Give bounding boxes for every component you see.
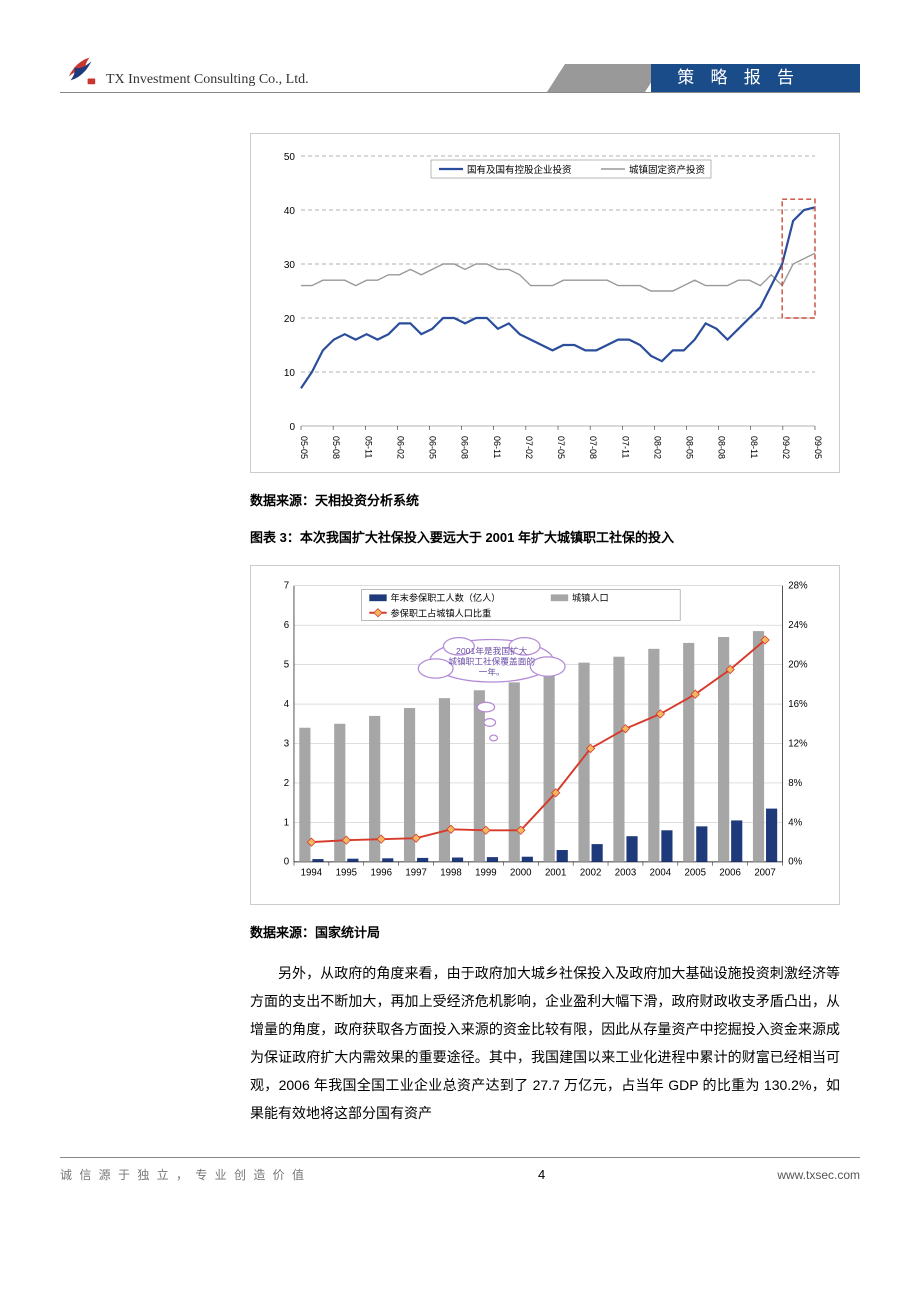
chart-2-caption: 图表 3：本次我国扩大社保投入要远大于 2001 年扩大城镇职工社保的投入 (250, 528, 840, 549)
svg-text:06-11: 06-11 (492, 436, 502, 458)
header-banner: 策 略 报 告 (547, 64, 860, 92)
svg-text:2005: 2005 (685, 867, 706, 878)
svg-text:2: 2 (284, 777, 289, 788)
svg-text:年末参保职工人数（亿人）: 年末参保职工人数（亿人） (391, 592, 501, 603)
svg-text:08-11: 08-11 (749, 436, 759, 458)
svg-text:0: 0 (284, 856, 289, 867)
footer-motto: 诚 信 源 于 独 立 ， 专 业 创 造 价 值 (60, 1166, 306, 1183)
svg-text:2001年是我国扩大: 2001年是我国扩大 (456, 645, 528, 656)
svg-text:08-08: 08-08 (717, 436, 727, 459)
page-header: TX Investment Consulting Co., Ltd. 策 略 报… (60, 50, 860, 93)
svg-text:1998: 1998 (440, 867, 461, 878)
svg-text:1999: 1999 (475, 867, 496, 878)
svg-text:城镇职工社保覆盖面的: 城镇职工社保覆盖面的 (448, 655, 535, 666)
page-number: 4 (538, 1167, 545, 1182)
svg-text:2004: 2004 (650, 867, 672, 878)
svg-text:5: 5 (284, 659, 289, 670)
svg-text:07-11: 07-11 (620, 436, 630, 458)
svg-text:2007: 2007 (754, 867, 775, 878)
svg-text:20: 20 (284, 314, 296, 325)
svg-text:09-05: 09-05 (813, 436, 823, 459)
svg-text:1: 1 (284, 817, 289, 828)
svg-text:05-08: 05-08 (331, 436, 341, 459)
svg-text:8%: 8% (788, 777, 802, 788)
svg-text:1996: 1996 (370, 867, 391, 878)
page-footer: 诚 信 源 于 独 立 ， 专 业 创 造 价 值 4 www.txsec.co… (60, 1157, 860, 1183)
svg-text:0%: 0% (788, 856, 802, 867)
svg-text:1994: 1994 (301, 867, 323, 878)
svg-text:05-11: 05-11 (363, 436, 373, 458)
svg-text:07-08: 07-08 (588, 436, 598, 459)
svg-text:07-02: 07-02 (524, 436, 534, 459)
svg-text:30: 30 (284, 260, 296, 271)
svg-text:20%: 20% (788, 659, 808, 670)
report-type: 策 略 报 告 (651, 64, 860, 92)
body-paragraph: 另外，从政府的角度来看，由于政府加大城乡社保投入及政府加大基础设施投资刺激经济等… (250, 959, 840, 1127)
svg-text:08-05: 08-05 (685, 436, 695, 459)
svg-text:06-05: 06-05 (428, 436, 438, 459)
svg-text:10: 10 (284, 368, 296, 379)
svg-text:7: 7 (284, 580, 289, 591)
svg-text:12%: 12% (788, 738, 808, 749)
svg-text:0: 0 (289, 422, 295, 433)
svg-text:一年。: 一年。 (479, 666, 505, 677)
svg-text:2001: 2001 (545, 867, 566, 878)
svg-text:3: 3 (284, 738, 289, 749)
svg-text:09-02: 09-02 (781, 436, 791, 459)
svg-text:50: 50 (284, 152, 296, 163)
svg-text:06-08: 06-08 (460, 436, 470, 459)
chart-1-container: 0 10 20 30 40 50 05-05 05-08 05-11 06-02 06-05 06-0… (250, 133, 840, 473)
svg-text:2006: 2006 (719, 867, 740, 878)
svg-text:城镇固定资产投资: 城镇固定资产投资 (629, 164, 706, 176)
svg-text:国有及国有控股企业投资: 国有及国有控股企业投资 (467, 164, 572, 176)
svg-text:2002: 2002 (580, 867, 601, 878)
chart-1: 0 10 20 30 40 50 05-05 05-08 05-11 06-02 06-05 06-0… (265, 146, 825, 466)
chart-2: 0 1 2 3 4 5 6 7 0% 4% 8% 12% 16% 20% 24% 28% 1994 1995 199… (265, 578, 825, 887)
svg-text:40: 40 (284, 206, 296, 217)
svg-text:4: 4 (284, 699, 290, 710)
svg-text:16%: 16% (788, 699, 808, 710)
svg-text:2003: 2003 (615, 867, 636, 878)
svg-text:08-02: 08-02 (652, 436, 662, 459)
svg-text:1997: 1997 (405, 867, 426, 878)
svg-text:06-02: 06-02 (395, 436, 405, 459)
svg-text:城镇人口: 城镇人口 (572, 592, 609, 603)
svg-text:28%: 28% (788, 580, 808, 591)
svg-text:1995: 1995 (336, 867, 357, 878)
company-name: TX Investment Consulting Co., Ltd. (106, 72, 309, 88)
svg-text:参保职工占城镇人口比重: 参保职工占城镇人口比重 (391, 607, 492, 618)
svg-text:4%: 4% (788, 817, 802, 828)
svg-text:6: 6 (284, 620, 289, 631)
company-logo (60, 50, 100, 88)
svg-text:05-05: 05-05 (299, 436, 309, 459)
chart-2-container: 0 1 2 3 4 5 6 7 0% 4% 8% 12% 16% 20% 24% 28% 1994 1995 199… (250, 565, 840, 905)
footer-url: www.txsec.com (777, 1168, 860, 1182)
svg-text:2000: 2000 (510, 867, 531, 878)
svg-text:07-05: 07-05 (556, 436, 566, 459)
chart-2-source: 数据来源：国家统计局 (250, 923, 840, 944)
svg-text:24%: 24% (788, 620, 808, 631)
chart-1-source: 数据来源：天相投资分析系统 (250, 491, 840, 512)
